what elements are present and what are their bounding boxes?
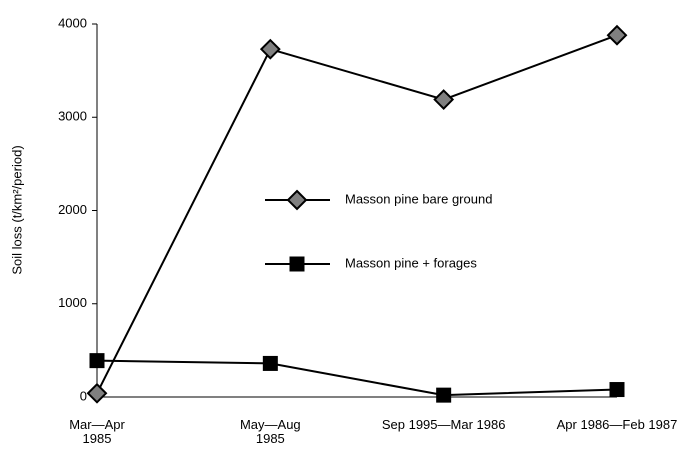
x-tick-label: Apr 1986—Feb 1987 xyxy=(556,417,678,432)
series-line xyxy=(96,34,618,394)
y-tick-label: 1000 xyxy=(58,295,87,310)
x-tick-label: Mar—Apr 1985 xyxy=(69,417,125,446)
y-tick-label: 3000 xyxy=(58,109,87,124)
series-line xyxy=(96,359,618,397)
x-tick-label: Sep 1995—Mar 1986 xyxy=(381,417,506,432)
legend-marker xyxy=(286,189,308,211)
marker xyxy=(86,382,108,404)
y-axis-label: Soil loss (t/km²/period) xyxy=(9,145,24,274)
y-tick-label: 0 xyxy=(80,388,87,403)
marker xyxy=(606,24,628,46)
legend-label: Masson pine + forages xyxy=(345,255,477,270)
y-tick-label: 2000 xyxy=(58,202,87,217)
legend-marker xyxy=(289,256,305,272)
legend-label: Masson pine bare ground xyxy=(345,191,492,206)
y-tick-label: 4000 xyxy=(58,15,87,30)
marker xyxy=(262,355,278,371)
marker xyxy=(609,382,625,398)
marker xyxy=(259,38,281,60)
marker xyxy=(433,89,455,110)
marker xyxy=(89,353,105,369)
x-tick-label: May—Aug 1985 xyxy=(239,417,301,446)
marker xyxy=(436,387,452,403)
